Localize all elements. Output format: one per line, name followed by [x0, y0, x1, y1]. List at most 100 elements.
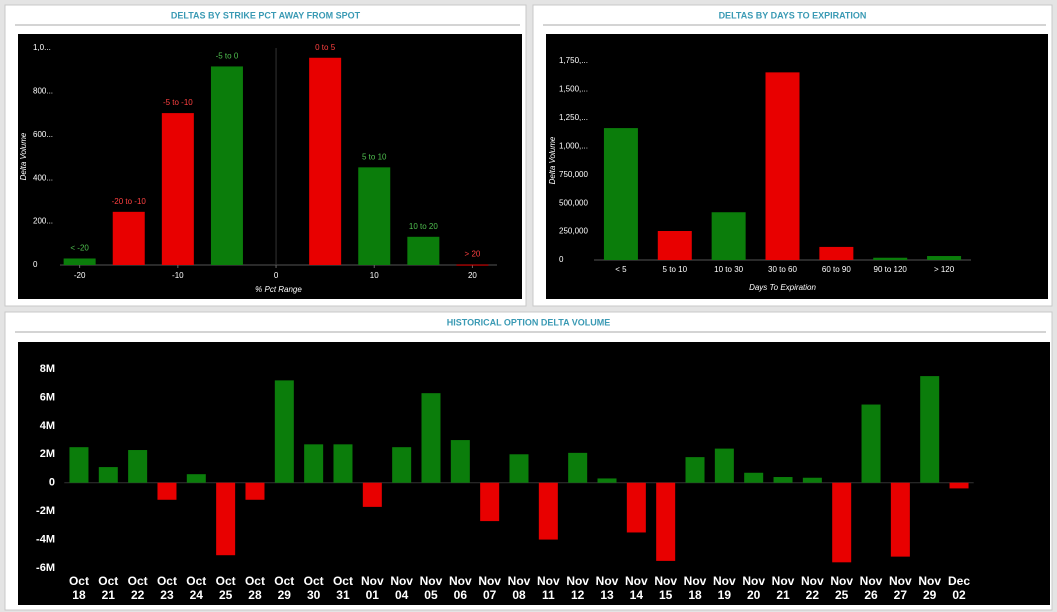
x-tick-label: Nov 08 [507, 574, 531, 602]
x-tick-label: 90 to 120 [874, 265, 908, 274]
x-tick-label: Nov 06 [448, 574, 472, 602]
x-tick-label: Oct 29 [274, 574, 295, 602]
data-label: < -20 [70, 244, 89, 253]
x-tick-label: Nov 18 [683, 574, 707, 602]
data-label: 0 to 5 [315, 43, 336, 52]
bar [161, 113, 194, 265]
x-tick-label: Nov 13 [595, 574, 619, 602]
x-tick-label: Oct 22 [127, 574, 148, 602]
y-axis-label: Delta Volume [548, 136, 557, 184]
x-tick-label: Dec 02 [948, 574, 971, 602]
bar [216, 482, 236, 556]
x-tick-label: Nov 14 [624, 574, 648, 602]
x-tick-label: 10 [370, 271, 379, 280]
y-tick-label: 1,250,... [559, 113, 588, 122]
x-tick-label: Nov 15 [654, 574, 677, 602]
panel-title: DELTAS BY DAYS TO EXPIRATION [719, 10, 867, 20]
y-tick-label: 8M [40, 363, 55, 375]
y-tick-label: 800... [33, 87, 53, 96]
bar [657, 231, 692, 260]
y-tick-label: 750,000 [559, 170, 588, 179]
bar [456, 264, 489, 266]
bar [304, 444, 324, 483]
bar [773, 477, 793, 483]
y-tick-label: 1,000,... [559, 141, 588, 150]
x-tick-label: Nov 04 [390, 574, 413, 602]
y-tick-label: -4M [36, 533, 55, 545]
y-tick-label: 1,750,... [559, 56, 588, 65]
x-tick-label: Nov 20 [742, 574, 765, 602]
x-tick-label: < 5 [615, 265, 627, 274]
y-tick-label: -6M [36, 562, 55, 574]
x-tick-label: Nov 29 [918, 574, 942, 602]
y-tick-label: 0 [33, 260, 38, 269]
x-tick-label: -20 [74, 271, 86, 280]
x-tick-label: Nov 26 [859, 574, 883, 602]
bar [98, 467, 118, 483]
data-label: -5 to 0 [216, 52, 239, 61]
y-tick-label: 500,000 [559, 198, 588, 207]
bar [450, 440, 470, 483]
x-tick-label: Oct 30 [303, 574, 324, 602]
y-axis-label: Delta Volume [19, 132, 28, 180]
bar [210, 66, 243, 265]
x-tick-label: Oct 24 [186, 574, 207, 602]
x-tick-label: Oct 21 [98, 574, 119, 602]
bar [245, 482, 265, 500]
x-tick-label: Oct 31 [332, 574, 353, 602]
y-tick-label: 1,0... [33, 43, 51, 52]
x-tick-label: Nov 19 [713, 574, 736, 602]
bar [538, 482, 558, 540]
x-tick-label: Oct 23 [156, 574, 177, 602]
y-tick-label: 6M [40, 391, 55, 403]
bar [832, 482, 852, 563]
data-label: > 20 [465, 250, 481, 259]
y-tick-label: 0 [559, 255, 564, 264]
data-label: -5 to -10 [163, 98, 193, 107]
y-tick-label: 4M [40, 420, 55, 432]
data-label: -20 to -10 [112, 197, 147, 206]
data-label: 10 to 20 [409, 222, 438, 231]
bar [274, 380, 294, 483]
bar [685, 457, 705, 483]
y-tick-label: 1,500,... [559, 85, 588, 94]
x-tick-label: > 120 [934, 265, 955, 274]
y-tick-label: 0 [49, 477, 55, 489]
bar [656, 482, 676, 561]
bar [358, 167, 391, 265]
bar [873, 257, 908, 260]
panel-title: DELTAS BY STRIKE PCT AWAY FROM SPOT [171, 10, 361, 20]
y-tick-label: 2M [40, 448, 55, 460]
bar [920, 376, 940, 483]
x-tick-label: 10 to 30 [714, 265, 743, 274]
bar [765, 72, 800, 260]
data-label: 5 to 10 [362, 152, 387, 161]
bar [568, 452, 588, 483]
y-tick-label: 200... [33, 217, 53, 226]
bar [362, 482, 382, 507]
bar [744, 472, 764, 483]
y-tick-label: -2M [36, 505, 55, 517]
bar [392, 447, 412, 483]
bar [711, 212, 746, 260]
x-tick-label: 5 to 10 [663, 265, 688, 274]
x-tick-label: Nov 07 [478, 574, 501, 602]
bar [157, 482, 177, 500]
x-axis-label: % Pct Range [255, 285, 302, 294]
bar [421, 393, 441, 483]
bar [597, 478, 617, 483]
x-tick-label: Oct 25 [215, 574, 236, 602]
bar [309, 57, 342, 265]
plot-area [18, 342, 1050, 605]
bar [603, 128, 638, 260]
x-tick-label: Oct 28 [244, 574, 265, 602]
bar [509, 454, 529, 483]
bar [626, 482, 646, 533]
x-tick-label: Nov 11 [536, 574, 560, 602]
x-tick-label: 30 to 60 [768, 265, 797, 274]
bar [714, 448, 734, 483]
x-tick-label: 20 [468, 271, 477, 280]
x-tick-label: Nov 27 [889, 574, 912, 602]
